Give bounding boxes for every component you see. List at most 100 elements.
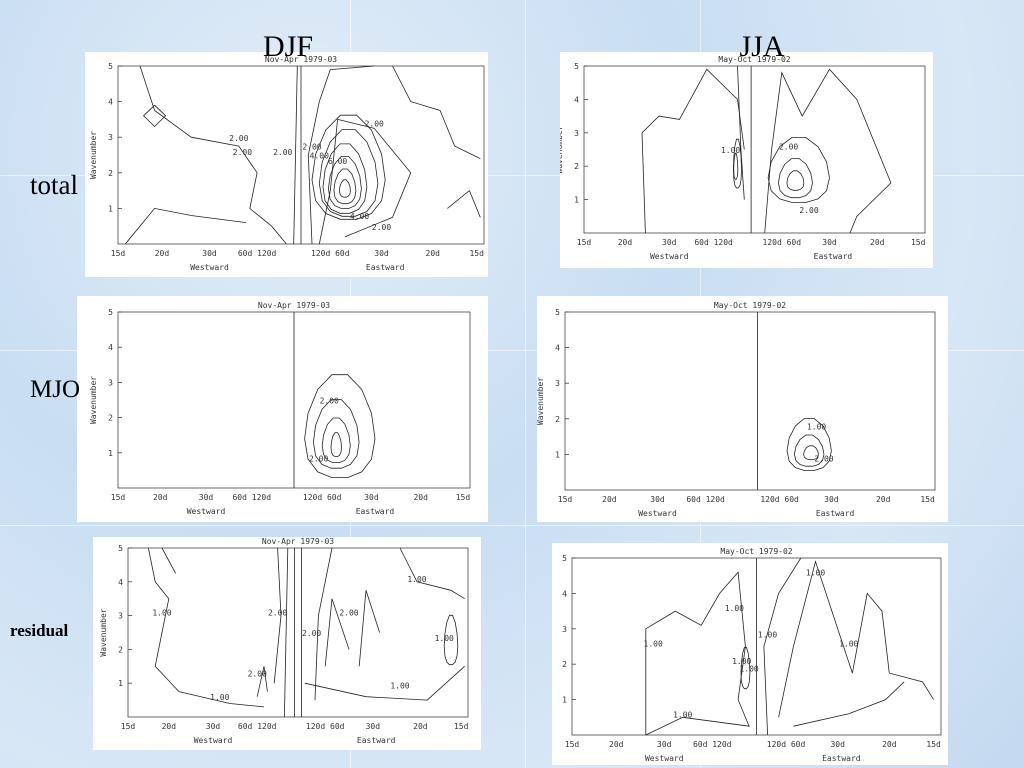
contour-label: 1.00: [732, 657, 751, 666]
x-tick-label: 120d 60d: [767, 740, 806, 749]
contour-label: 4.00: [310, 152, 329, 161]
plot: May-Oct 1979-02Wavenumber1234515d20d30d6…: [562, 547, 942, 763]
x-axis-label: Eastward: [357, 736, 396, 745]
contour-label: 2.00: [339, 609, 358, 618]
x-tick-label: 15d: [926, 740, 941, 749]
x-tick-label: 60d 120d: [238, 722, 277, 731]
x-tick-label: 20d: [870, 238, 885, 247]
y-tick-label: 4: [555, 344, 560, 353]
contour-label: 6.00: [328, 157, 347, 166]
contour-label: 1.00: [644, 640, 663, 649]
x-tick-label: 20d: [153, 493, 168, 502]
x-tick-label: 60d 120d: [232, 493, 271, 502]
contour-line: [324, 598, 350, 667]
x-tick-label: 15d: [111, 249, 126, 258]
y-tick-label: 4: [118, 578, 123, 587]
contour-line: [803, 445, 819, 460]
contour-line: [358, 590, 380, 667]
contour-line: [737, 65, 745, 200]
x-tick-label: 60d 120d: [686, 495, 725, 504]
x-axis-label: Westward: [638, 509, 677, 518]
y-tick-label: 1: [108, 449, 113, 458]
x-axis-label: Westward: [194, 736, 233, 745]
plot: Nov-Apr 1979-03 Wavenumber 1 2 3 4 5 15d 20d 30d 6…: [99, 537, 469, 745]
y-axis-label: Wavenumber: [537, 377, 545, 425]
contour-label: 2.00: [799, 206, 818, 215]
contour-line: [333, 168, 357, 205]
y-tick-label: 5: [562, 554, 567, 563]
x-tick-label: 20d: [413, 493, 428, 502]
x-tick-label: 30d: [824, 495, 839, 504]
y-tick-label: 1: [574, 196, 579, 205]
contour-line: [161, 547, 176, 574]
x-tick-label: 20d: [413, 722, 428, 731]
contour-label: 2.00: [779, 143, 798, 152]
x-tick-label: 15d: [454, 722, 469, 731]
y-axis-label: Wavenumber: [89, 376, 98, 424]
contour-line: [256, 666, 268, 697]
contour-label: 1.00: [758, 631, 777, 640]
y-tick-label: 2: [108, 169, 113, 178]
x-tick-label: 30d: [374, 249, 389, 258]
contour-label: 2.00: [233, 148, 252, 157]
contour-line: [322, 143, 368, 214]
contour-label: 2.00: [302, 629, 321, 638]
y-axis-label: Wavenumber: [99, 608, 108, 656]
x-tick-label: 20d: [602, 495, 617, 504]
contour-panel: May-Oct 1979-02 Wavenumber 1 2 3 4 5 15d 20d 30d 6…: [537, 296, 948, 522]
x-tick-label: 120d 60d: [311, 249, 350, 258]
contour-line: [148, 547, 265, 708]
contour-line: [318, 129, 379, 217]
panel-title: Nov-Apr 1979-03: [265, 55, 337, 64]
contour-label: 1.00: [739, 664, 758, 673]
x-tick-label: 20d: [882, 740, 897, 749]
x-tick-label: 15d: [469, 249, 484, 258]
x-tick-label: 30d: [830, 740, 845, 749]
contour-label: 4.00: [350, 212, 369, 221]
y-tick-label: 5: [108, 62, 113, 71]
contour-line: [793, 681, 905, 727]
contour-line: [304, 666, 465, 701]
row-title: MJO: [30, 376, 81, 403]
plot-frame: [583, 65, 926, 234]
panel-title: Nov-Apr 1979-03: [258, 301, 330, 310]
y-axis-label: Wavenumber: [89, 131, 98, 179]
y-tick-label: 1: [562, 696, 567, 705]
contour-label: 1.00: [721, 146, 740, 155]
x-axis-label: Eastward: [816, 509, 855, 518]
contour-panel: Nov-Apr 1979-03 Wavenumber 1 2 3 4 5 15d 20d 30d 6…: [77, 296, 488, 522]
x-tick-label: 120d 60d: [303, 493, 342, 502]
column-title: JJA: [739, 30, 785, 63]
contour-label: 1.00: [806, 569, 825, 578]
y-tick-label: 3: [118, 612, 123, 621]
contour-line: [321, 417, 351, 463]
y-tick-label: 5: [574, 62, 579, 71]
x-tick-label: 15d: [920, 495, 935, 504]
x-tick-label: 30d: [657, 740, 672, 749]
contour-label: 1.00: [673, 710, 692, 719]
x-tick-label: 15d: [577, 238, 592, 247]
x-axis-label: Westward: [645, 754, 684, 763]
x-tick-label: 120d 60d: [760, 495, 799, 504]
x-tick-label: 15d: [111, 493, 126, 502]
contour-label: 1.00: [435, 634, 454, 643]
contour-line: [777, 158, 813, 199]
y-tick-label: 4: [562, 589, 567, 598]
plot: Nov-Apr 1979-03 Wavenumber 1 2 3 4 5 15d 20d 30d 6…: [89, 55, 485, 272]
contour-label: 2.00: [229, 134, 248, 143]
contour-line: [143, 104, 167, 128]
plot: Nov-Apr 1979-03 Wavenumber 1 2 3 4 5 15d 20d 30d 6…: [89, 301, 471, 516]
y-axis-label: Wavenumber: [560, 125, 564, 173]
contour-label: 2.00: [365, 120, 384, 129]
contour-line: [284, 547, 289, 718]
contour-line: [330, 432, 342, 457]
contour-line: [733, 152, 739, 180]
contour-line: [641, 68, 745, 234]
x-tick-label: 120d 60d: [306, 722, 345, 731]
texture-line: [525, 0, 526, 768]
contour-line: [793, 434, 825, 467]
x-axis-label: Eastward: [822, 754, 861, 763]
texture-line: [0, 175, 1024, 176]
y-tick-label: 1: [118, 679, 123, 688]
y-tick-label: 2: [562, 660, 567, 669]
